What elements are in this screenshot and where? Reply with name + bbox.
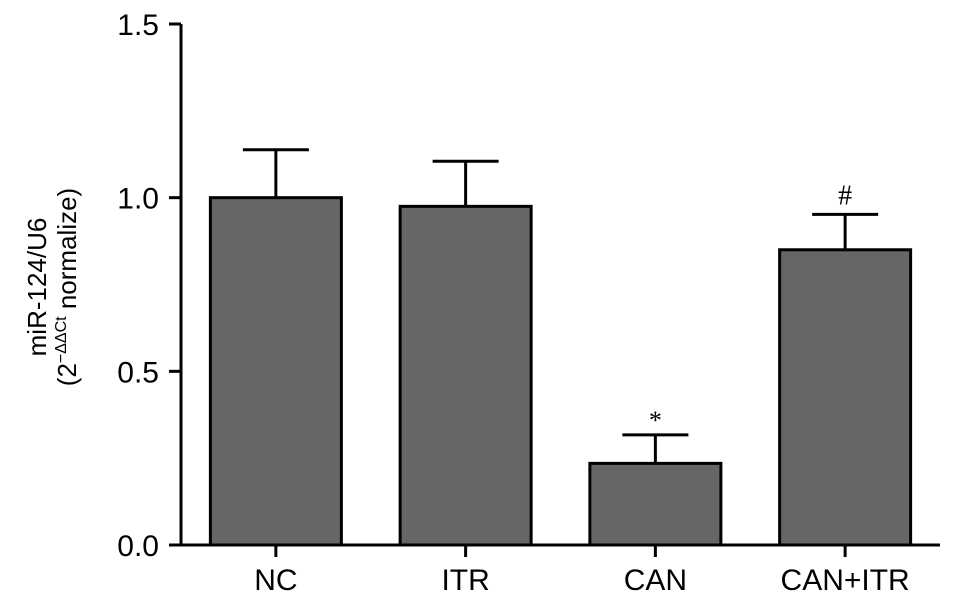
significance-marker: *: [649, 406, 662, 435]
bar: [588, 461, 723, 547]
x-tick-label: ITR: [441, 564, 489, 597]
y-tick-label: 0.0: [117, 530, 159, 563]
y-axis-label-suffix: normalize): [52, 188, 82, 317]
bar: [778, 248, 913, 547]
x-tick-label: NC: [254, 564, 297, 597]
svg-text:(2−ΔΔCt normalize): (2−ΔΔCt normalize): [52, 188, 82, 386]
y-tick-label: 1.5: [117, 9, 159, 42]
y-axis-label: miR-124/U6 (2−ΔΔCt normalize): [22, 188, 82, 386]
y-axis-label-superscript: −ΔΔCt: [53, 316, 70, 363]
y-tick-label: 0.5: [117, 356, 159, 389]
y-tick-label: 1.0: [117, 183, 159, 216]
y-axis-label-prefix: (2: [52, 363, 82, 386]
x-tick-label: CAN+ITR: [781, 564, 910, 597]
significance-marker: #: [838, 180, 852, 211]
bar: [208, 196, 343, 547]
x-tick-label: CAN: [624, 564, 687, 597]
y-axis-label-line1: miR-124/U6: [22, 218, 52, 357]
bar: [398, 204, 533, 547]
svg-text:miR-124/U6: miR-124/U6: [22, 218, 52, 357]
